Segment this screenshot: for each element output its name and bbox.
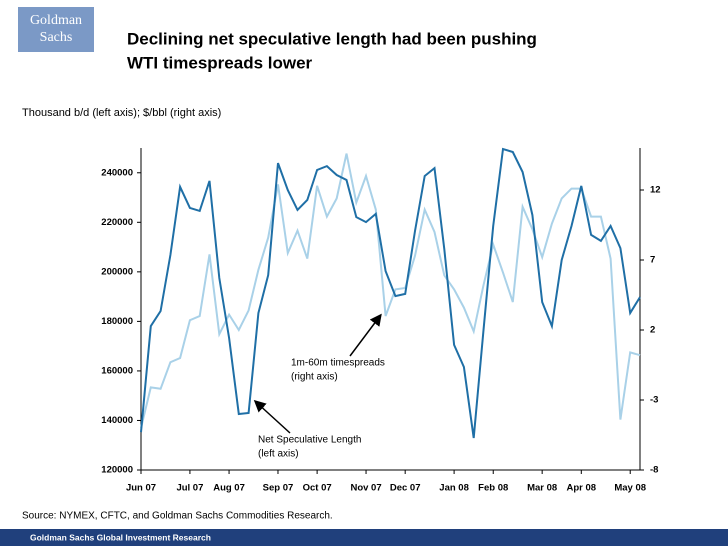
series-line — [140, 153, 641, 429]
y-tick-label: 220000 — [101, 217, 133, 228]
series-line — [140, 147, 641, 439]
x-tick-label: Aug 07 — [213, 483, 245, 494]
x-tick-label: May 08 — [614, 483, 646, 494]
chart-title: Declining net speculative length had bee… — [127, 29, 537, 48]
x-tick-label: Nov 07 — [350, 483, 381, 494]
y-tick-label: 240000 — [101, 167, 133, 178]
x-tick-label: Jul 07 — [176, 483, 203, 494]
y-tick-label: 200000 — [101, 266, 133, 277]
annotation: 1m-60m timespreads — [291, 358, 385, 369]
y2-tick-label: 7 — [650, 255, 655, 266]
annotation: (right axis) — [291, 372, 338, 383]
x-tick-label: Feb 08 — [478, 483, 508, 494]
x-tick-label: Oct 07 — [303, 483, 332, 494]
chart-title: WTI timespreads lower — [127, 53, 313, 72]
annotation-arrow — [349, 313, 382, 357]
footer-bar — [0, 529, 728, 546]
annotation-arrow — [253, 399, 291, 434]
logo-text: Goldman — [30, 13, 82, 28]
x-tick-label: Apr 08 — [567, 483, 597, 494]
y2-tick-label: 12 — [650, 185, 661, 196]
x-tick-label: Jan 08 — [439, 483, 469, 494]
x-tick-label: Jun 07 — [126, 483, 156, 494]
annotation: Net Speculative Length — [258, 435, 361, 446]
logo-text: Sachs — [40, 30, 73, 45]
source: Source: NYMEX, CFTC, and Goldman Sachs C… — [22, 511, 333, 522]
y-tick-label: 160000 — [101, 365, 133, 376]
footer: Goldman Sachs Global Investment Research — [30, 532, 211, 542]
y2-tick-label: 2 — [650, 325, 655, 336]
y2-tick-label: -8 — [650, 465, 658, 476]
y-tick-label: 180000 — [101, 316, 133, 327]
y-tick-label: 140000 — [101, 415, 133, 426]
x-tick-label: Sep 07 — [263, 483, 294, 494]
subtitle: Thousand b/d (left axis); $/bbl (right a… — [22, 107, 221, 119]
x-tick-label: Mar 08 — [527, 483, 557, 494]
x-tick-label: Dec 07 — [390, 483, 421, 494]
annotation: (left axis) — [258, 449, 299, 460]
y2-tick-label: -3 — [650, 395, 658, 406]
logo-box — [18, 7, 94, 52]
y-tick-label: 120000 — [101, 465, 133, 476]
